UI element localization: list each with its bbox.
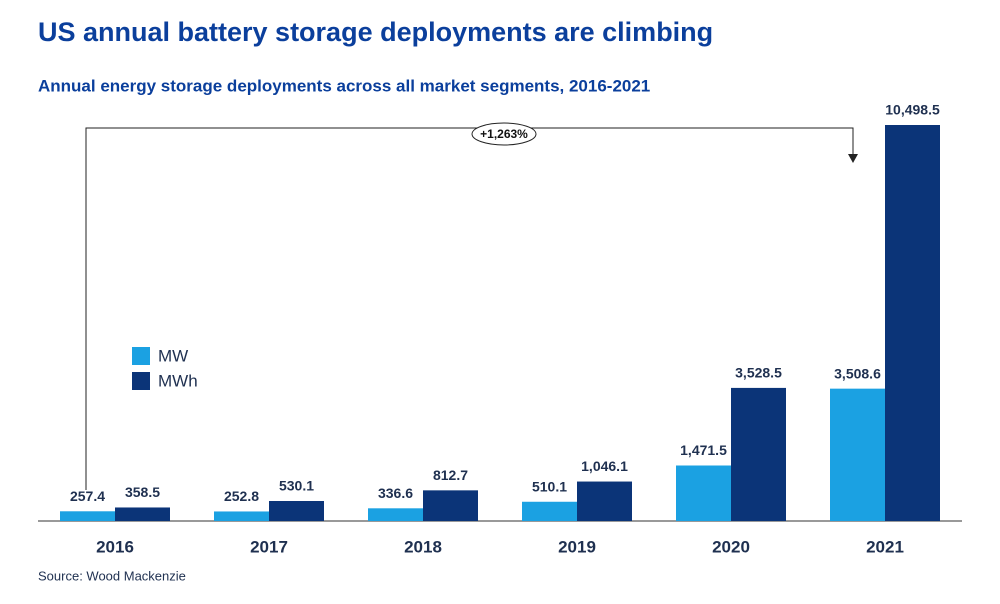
legend-swatch [132, 372, 150, 390]
annotation: +1,263% [480, 127, 528, 141]
value-label: 10,498.5 [885, 102, 940, 118]
value-label: 3,528.5 [735, 365, 782, 381]
bar [731, 387, 786, 521]
arrow-head [848, 154, 858, 163]
chart-subtitle: Annual energy storage deployments across… [38, 76, 650, 95]
bar [368, 508, 423, 521]
bar [115, 507, 170, 521]
value-label: 510.1 [532, 478, 567, 494]
value-label: 336.6 [378, 485, 413, 501]
legend-label: MW [158, 346, 188, 365]
legend-swatch [132, 347, 150, 365]
value-label: 1,046.1 [581, 458, 628, 474]
value-label: 3,508.6 [834, 365, 881, 381]
value-label: 358.5 [125, 484, 160, 500]
value-label: 257.4 [70, 488, 105, 504]
value-label: 252.8 [224, 488, 259, 504]
x-tick-label: 2016 [96, 537, 134, 556]
value-label: 812.7 [433, 467, 468, 483]
bar [60, 511, 115, 521]
bar [676, 465, 731, 521]
chart-title: US annual battery storage deployments ar… [38, 17, 713, 47]
x-tick-label: 2020 [712, 537, 750, 556]
x-tick-label: 2018 [404, 537, 442, 556]
bar [885, 125, 940, 521]
value-label: 530.1 [279, 478, 314, 494]
source: Source: Wood Mackenzie [38, 568, 186, 583]
bar [269, 501, 324, 521]
bar [522, 501, 577, 521]
bar [423, 490, 478, 521]
x-tick-label: 2019 [558, 537, 596, 556]
bracket [85, 127, 854, 490]
x-tick-label: 2017 [250, 537, 288, 556]
annotation-oval [471, 122, 537, 146]
bar [577, 481, 632, 521]
bar [830, 388, 885, 521]
x-tick-label: 2021 [866, 537, 904, 556]
legend-label: MWh [158, 371, 198, 390]
bar [214, 511, 269, 521]
value-label: 1,471.5 [680, 442, 727, 458]
